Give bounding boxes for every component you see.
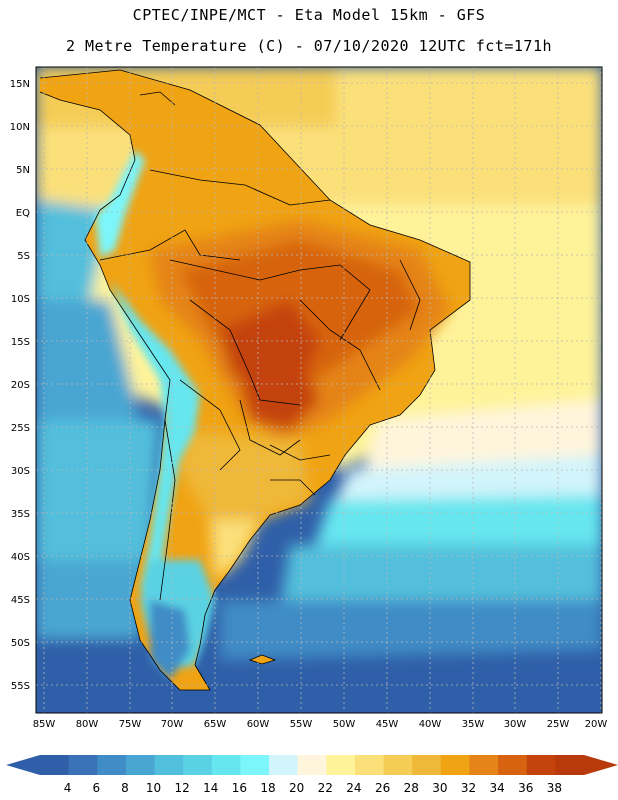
colorbar-swatch xyxy=(40,755,70,775)
lat-label: 45S xyxy=(11,595,30,606)
colorbar-tick-label: 34 xyxy=(489,781,504,795)
lon-label: 60W xyxy=(247,719,270,730)
lon-label: 75W xyxy=(119,719,142,730)
lat-label: 15S xyxy=(11,337,30,348)
lat-label: 5S xyxy=(17,251,30,262)
lon-label: 30W xyxy=(504,719,527,730)
colorbar-swatch xyxy=(326,755,356,775)
lon-label: 85W xyxy=(33,719,56,730)
lat-label: 5N xyxy=(16,165,30,176)
colorbar-tick-label: 36 xyxy=(518,781,533,795)
color-scale-legend: 4 6 8 10 12 14 16 18 20 22 24 26 28 30 32 34 36 38 xyxy=(6,755,618,795)
colorbar-tick-label: 32 xyxy=(461,781,476,795)
colorbar-tick-label: 26 xyxy=(375,781,390,795)
lat-label: 55S xyxy=(11,681,30,692)
lat-label: 30S xyxy=(11,466,30,477)
colorbar-swatch xyxy=(125,755,156,775)
colorbar-swatch xyxy=(183,755,213,775)
latitude-axis: 15N 10N 5N EQ 5S 10S 15S 20S 25S 30S 35S… xyxy=(10,79,30,692)
colorbar-arrow-low xyxy=(6,755,40,775)
colorbar-swatch xyxy=(555,755,585,775)
colorbar-swatch xyxy=(440,755,470,775)
lon-label: 70W xyxy=(161,719,184,730)
lat-label: EQ xyxy=(16,208,30,219)
lon-label: 80W xyxy=(76,719,99,730)
colorbar-tick-label: 28 xyxy=(404,781,419,795)
colorbar-swatch xyxy=(297,755,327,775)
lon-label: 65W xyxy=(204,719,227,730)
lon-label: 45W xyxy=(376,719,399,730)
political-borders xyxy=(39,69,471,691)
land-mass xyxy=(40,70,470,690)
colorbar-swatch xyxy=(154,755,184,775)
lat-label: 40S xyxy=(11,552,30,563)
lon-label: 50W xyxy=(333,719,356,730)
colorbar-swatch xyxy=(269,755,299,775)
lon-label: 35W xyxy=(462,719,485,730)
colorbar-tick-label: 12 xyxy=(175,781,190,795)
colorbar-swatch xyxy=(240,755,270,775)
colorbar-tick-label: 22 xyxy=(318,781,333,795)
colorbar-tick-label: 14 xyxy=(203,781,218,795)
colorbar-swatch xyxy=(211,755,241,775)
colorbar-tick-label: 30 xyxy=(432,781,447,795)
colorbar-arrow-high xyxy=(584,755,618,775)
lat-label: 20S xyxy=(11,380,30,391)
colorbar-swatch xyxy=(354,755,385,775)
map-title-line2: 2 Metre Temperature (C) - 07/10/2020 12U… xyxy=(65,37,553,55)
lat-label: 35S xyxy=(11,509,30,520)
map-title-line1: CPTEC/INPE/MCT - Eta Model 15km - GFS xyxy=(132,6,486,24)
colorbar-swatch xyxy=(412,755,442,775)
map-frame xyxy=(35,66,603,714)
lat-label: 10N xyxy=(10,122,30,133)
longitude-axis: 85W 80W 75W 70W 65W 60W 55W 50W 45W 40W … xyxy=(33,719,608,730)
colorbar-swatch xyxy=(68,755,98,775)
lon-label: 55W xyxy=(290,719,313,730)
colorbar-tick-label: 16 xyxy=(232,781,247,795)
colorbar-tick-label: 38 xyxy=(547,781,562,795)
lat-label: 50S xyxy=(11,638,30,649)
colorbar-tick-label: 10 xyxy=(146,781,161,795)
lat-label: 15N xyxy=(10,79,30,90)
colorbar-tick-label: 18 xyxy=(260,781,275,795)
lat-label: 25S xyxy=(11,423,30,434)
lon-label: 20W xyxy=(585,719,608,730)
colorbar-swatch xyxy=(526,755,556,775)
colorbar-tick-label: 8 xyxy=(121,781,129,795)
lat-label: 10S xyxy=(11,294,30,305)
lon-label: 25W xyxy=(547,719,570,730)
colorbar-swatch xyxy=(469,755,499,775)
colorbar-tick-label: 24 xyxy=(346,781,361,795)
temperature-field xyxy=(36,67,602,713)
colorbar-swatch xyxy=(383,755,413,775)
lon-label: 40W xyxy=(419,719,442,730)
colorbar-swatch xyxy=(498,755,528,775)
graticule xyxy=(36,67,602,713)
colorbar-tick-label: 4 xyxy=(64,781,72,795)
colorbar-tick-label: 6 xyxy=(92,781,100,795)
colorbar-swatch xyxy=(97,755,127,775)
colorbar-tick-label: 20 xyxy=(289,781,304,795)
